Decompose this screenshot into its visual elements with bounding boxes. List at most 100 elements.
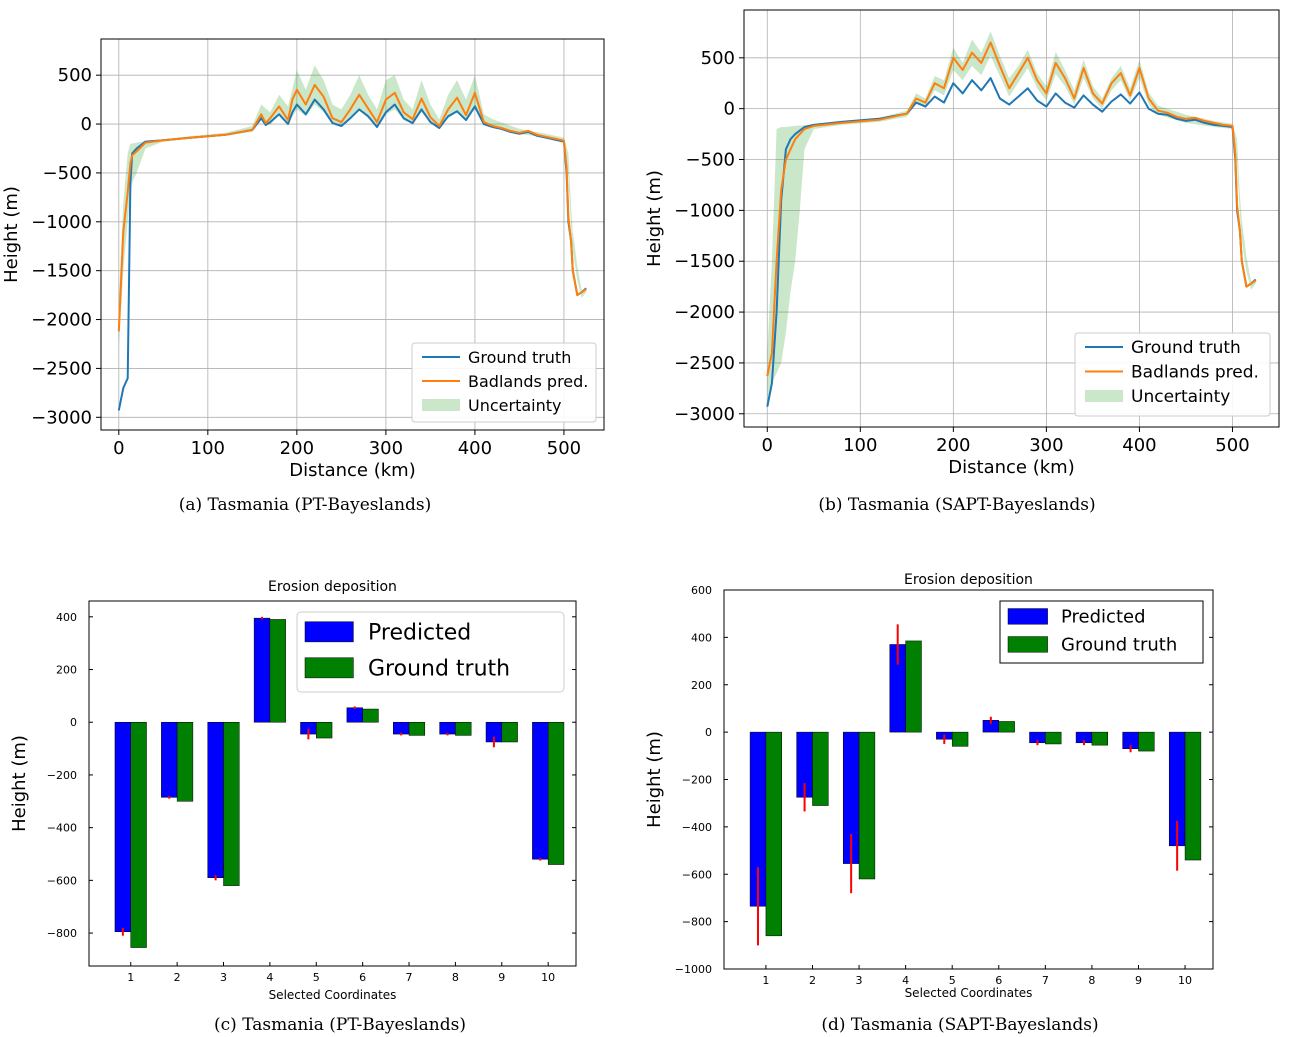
legend-box xyxy=(1074,332,1271,417)
y-tick-label: −400 xyxy=(47,822,77,835)
x-tick-label: 0 xyxy=(113,438,124,459)
ground-truth-bar xyxy=(1091,731,1108,746)
ground-truth-bar xyxy=(362,708,379,723)
legend-label: Uncertainty xyxy=(468,396,561,415)
x-tick-label: 1 xyxy=(762,974,769,987)
x-tick-label: 300 xyxy=(369,438,403,459)
y-tick-label: −500 xyxy=(43,163,92,184)
y-tick-label: −600 xyxy=(47,874,77,887)
ground-truth-bar xyxy=(408,721,426,736)
ground-truth-bar xyxy=(905,640,922,733)
y-tick-label: −1500 xyxy=(31,261,92,282)
ground-truth-bar xyxy=(130,721,147,948)
ground-truth-bar xyxy=(176,721,194,802)
y-tick-label: 0 xyxy=(81,114,92,135)
y-tick-label: 500 xyxy=(701,48,735,69)
legend-label: Ground truth xyxy=(1061,635,1177,656)
x-tick-label: 7 xyxy=(1042,974,1049,987)
x-tick-label: 5 xyxy=(949,974,956,987)
prediction-line xyxy=(117,83,587,332)
ground-truth-bar xyxy=(998,721,1015,733)
ground-truth-bar xyxy=(269,619,286,723)
ground-truth-bar xyxy=(547,721,565,865)
predicted-bar xyxy=(207,721,224,878)
y-tick-label: −200 xyxy=(682,774,712,787)
x-tick-label: 4 xyxy=(902,974,909,987)
y-tick-label: −600 xyxy=(682,868,712,881)
y-tick-label: 0 xyxy=(705,726,712,739)
y-tick-label: 0 xyxy=(70,716,77,729)
x-tick-label: 9 xyxy=(1135,974,1142,987)
y-tick-label: −400 xyxy=(682,821,712,834)
ground-truth-bar xyxy=(951,731,969,747)
legend-swatch xyxy=(304,621,354,643)
chart-title: Erosion deposition xyxy=(904,572,1033,588)
x-axis-label: Distance (km) xyxy=(948,457,1074,478)
x-tick-label: 200 xyxy=(936,435,970,456)
predicted-bar xyxy=(439,721,456,735)
ground-truth-bar xyxy=(1184,731,1202,861)
x-tick-label: 7 xyxy=(406,971,413,984)
chart-title: Erosion deposition xyxy=(268,579,397,595)
y-axis-label: Height (m) xyxy=(1,186,22,283)
x-tick-label: 0 xyxy=(762,435,773,456)
x-tick-label: 100 xyxy=(843,435,877,456)
figure-caption: (b) Tasmania (SAPT-Bayeslands) xyxy=(818,495,1095,515)
x-tick-label: 8 xyxy=(1088,974,1095,987)
y-tick-label: −1000 xyxy=(674,200,735,221)
legend-label: Badlands pred. xyxy=(1131,363,1259,383)
y-tick-label: −800 xyxy=(47,927,77,940)
y-tick-label: 400 xyxy=(56,611,77,624)
y-tick-label: 200 xyxy=(691,679,712,692)
predicted-bar xyxy=(393,721,410,735)
plot-frame xyxy=(723,589,1214,970)
legend-label: Ground truth xyxy=(368,657,510,682)
y-tick-label: −2500 xyxy=(31,358,92,379)
legend-swatch-uncertainty xyxy=(422,399,460,411)
y-tick-label: 500 xyxy=(58,65,92,86)
legend-box xyxy=(411,342,597,423)
figure-caption: (a) Tasmania (PT-Bayeslands) xyxy=(179,495,432,515)
x-tick-label: 10 xyxy=(541,971,555,984)
x-tick-label: 1 xyxy=(127,971,134,984)
x-tick-label: 3 xyxy=(220,971,227,984)
x-tick-label: 6 xyxy=(359,971,366,984)
y-tick-label: −500 xyxy=(686,150,735,171)
legend-label: Ground truth xyxy=(1131,338,1241,358)
ground-truth-bar xyxy=(455,721,472,736)
y-tick-label: 0 xyxy=(724,99,735,120)
predicted-bar xyxy=(114,721,131,932)
ground-truth-bar xyxy=(1045,731,1062,745)
y-tick-label: −3000 xyxy=(674,404,735,425)
y-tick-label: −2500 xyxy=(674,353,735,374)
predicted-bar xyxy=(532,721,549,860)
predicted-bar xyxy=(253,617,271,723)
y-tick-label: −800 xyxy=(682,916,712,929)
plot-frame xyxy=(88,600,577,967)
ground-truth-bar xyxy=(223,721,240,886)
y-axis-label: Height (m) xyxy=(644,170,665,267)
legend-box xyxy=(296,611,565,693)
y-tick-label: −2000 xyxy=(31,310,92,331)
x-tick-label: 6 xyxy=(995,974,1002,987)
y-tick-label: −1500 xyxy=(674,251,735,272)
y-tick-label: 600 xyxy=(691,584,712,597)
ground-truth-bar xyxy=(858,731,876,880)
ground-truth-bar xyxy=(501,721,518,743)
ground-truth-bar xyxy=(1138,731,1155,752)
y-tick-label: −3000 xyxy=(31,407,92,428)
x-axis-label: Distance (km) xyxy=(289,460,415,481)
legend-label: Predicted xyxy=(368,621,471,646)
legend-swatch xyxy=(304,657,354,679)
x-tick-label: 500 xyxy=(547,438,581,459)
x-tick-label: 200 xyxy=(280,438,314,459)
x-axis-label: Selected Coordinates xyxy=(269,988,397,1002)
ground-truth-bar xyxy=(765,731,782,937)
y-tick-label: −1000 xyxy=(31,212,92,233)
x-tick-label: 400 xyxy=(458,438,492,459)
figure-caption: (d) Tasmania (SAPT-Bayeslands) xyxy=(821,1015,1098,1035)
ground-truth-bar xyxy=(812,731,829,806)
predicted-bar xyxy=(161,721,178,798)
x-tick-label: 10 xyxy=(1178,974,1192,987)
